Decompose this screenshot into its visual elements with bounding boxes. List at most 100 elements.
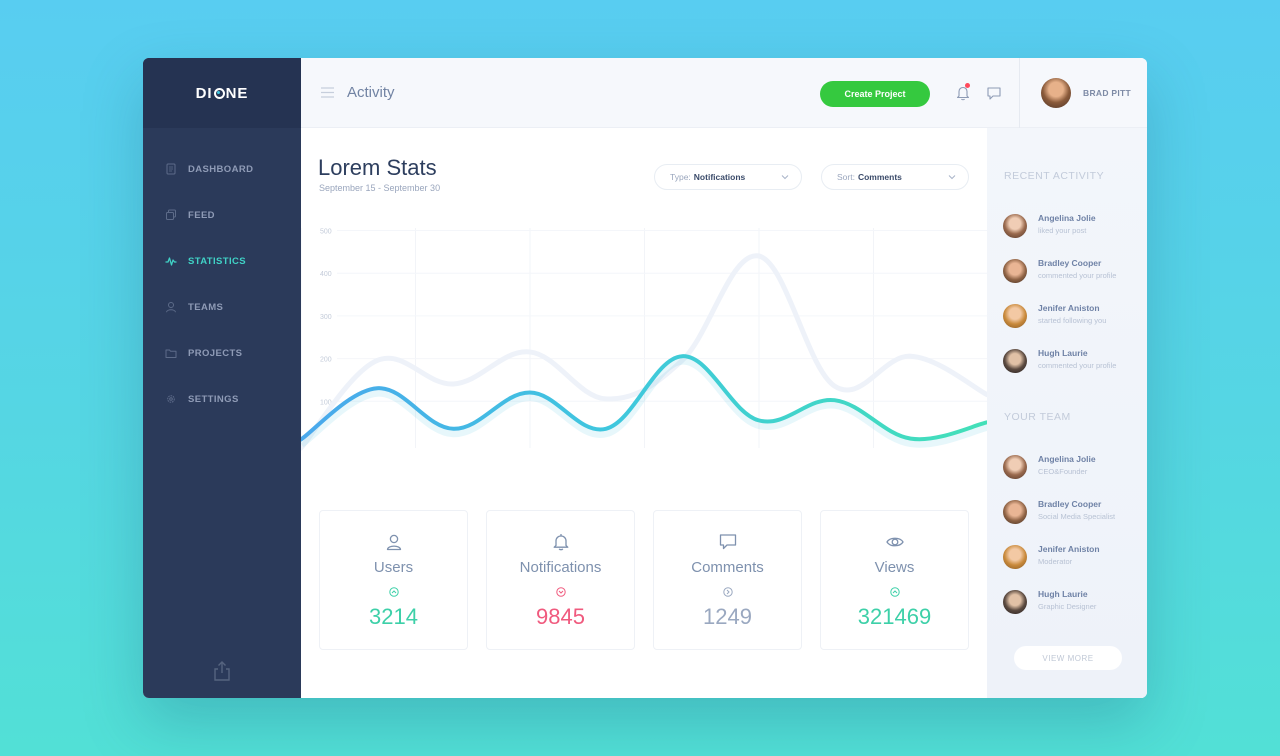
type-filter-label: Type: <box>670 172 691 182</box>
sort-filter-value: Comments <box>857 172 902 182</box>
type-filter-dropdown[interactable]: Type: Notifications <box>654 164 802 190</box>
member-role: Moderator <box>1038 557 1073 566</box>
series-line-main <box>299 354 989 442</box>
copy-icon <box>165 209 177 221</box>
stats-title: Lorem Stats <box>318 155 437 180</box>
avatar <box>1003 214 1027 238</box>
activity-item[interactable]: Angelina Jolie liked your post <box>1003 211 1143 241</box>
right-panel: RECENT ACTIVITY Angelina Jolie liked you… <box>987 128 1147 698</box>
activity-item[interactable]: Bradley Cooper commented your profile <box>1003 256 1143 286</box>
brand-logo[interactable]: DI NE <box>143 58 301 128</box>
bell-icon[interactable] <box>956 85 970 101</box>
team-member[interactable]: Bradley Cooper Social Media Specialist <box>1003 497 1143 527</box>
create-project-button[interactable]: Create Project <box>820 81 930 107</box>
member-name: Bradley Cooper <box>1038 499 1102 509</box>
series-line-background <box>298 253 990 451</box>
member-role: Social Media Specialist <box>1038 512 1116 521</box>
trend-up-icon <box>890 587 900 597</box>
stat-card-notifications[interactable]: Notifications 9845 <box>486 510 635 650</box>
activity-name: Jenifer Aniston <box>1038 303 1100 313</box>
activity-desc: started following you <box>1038 316 1107 325</box>
stat-card-users[interactable]: Users 3214 <box>319 510 468 650</box>
activity-desc: liked your post <box>1038 226 1087 235</box>
sort-filter-dropdown[interactable]: Sort: Comments <box>821 164 969 190</box>
avatar <box>1003 545 1027 569</box>
sidebar-item-feed[interactable]: FEED <box>143 192 301 238</box>
stat-value: 321469 <box>857 604 932 629</box>
avatar <box>1003 349 1027 373</box>
activity-item[interactable]: Jenifer Aniston started following you <box>1003 301 1143 331</box>
page-title: Activity <box>347 84 395 101</box>
stat-value: 3214 <box>369 604 418 629</box>
top-header: Activity Create Project BRAD PITT <box>301 58 1147 128</box>
member-role: CEO&Founder <box>1038 467 1088 476</box>
trend-up-icon <box>389 587 399 597</box>
activity-desc: commented your profile <box>1038 271 1117 280</box>
sort-filter-label: Sort: <box>837 172 855 182</box>
stat-label: Users <box>373 559 414 576</box>
sidebar-item-label: PROJECTS <box>188 347 243 359</box>
activity-name: Angelina Jolie <box>1038 213 1096 223</box>
avatar[interactable] <box>1041 78 1071 108</box>
stat-value: 1249 <box>703 604 752 629</box>
notification-dot <box>965 83 970 88</box>
comment-icon <box>719 534 737 550</box>
eye-icon <box>886 537 904 547</box>
team-member[interactable]: Angelina Jolie CEO&Founder <box>1003 452 1143 482</box>
stat-label: Notifications <box>519 559 602 576</box>
sidebar-item-teams[interactable]: TEAMS <box>143 284 301 330</box>
avatar <box>1003 455 1027 479</box>
activity-name: Bradley Cooper <box>1038 258 1102 268</box>
sidebar-item-statistics[interactable]: STATISTICS <box>143 238 301 284</box>
member-name: Angelina Jolie <box>1038 454 1096 464</box>
header-divider <box>1019 58 1020 128</box>
stats-chart: 500 400 300 200 100 <box>298 218 990 478</box>
series-line-shadow <box>298 355 989 448</box>
stat-card-views[interactable]: Views 321469 <box>820 510 969 650</box>
user-name[interactable]: BRAD PITT <box>1083 88 1132 98</box>
gear-icon <box>165 393 177 405</box>
sidebar-nav: DASHBOARD FEED STATISTICS TEAMS <box>143 146 301 422</box>
main-content: Lorem Stats September 15 - September 30 … <box>298 128 990 698</box>
y-tick-label: 100 <box>320 399 332 406</box>
y-tick-label: 500 <box>320 229 332 236</box>
date-range: September 15 - September 30 <box>319 183 441 193</box>
your-team-title: YOUR TEAM <box>1004 411 1071 423</box>
stat-value: 9845 <box>536 604 585 629</box>
sidebar-item-settings[interactable]: SETTINGS <box>143 376 301 422</box>
chevron-down-icon <box>948 175 956 180</box>
team-member[interactable]: Jenifer Aniston Moderator <box>1003 542 1143 572</box>
hamburger-menu-icon[interactable] <box>321 87 334 98</box>
document-icon <box>165 163 177 175</box>
activity-name: Hugh Laurie <box>1038 348 1088 358</box>
trend-down-icon <box>556 587 566 597</box>
sidebar-item-label: DASHBOARD <box>188 163 254 175</box>
avatar <box>1003 259 1027 283</box>
user-icon <box>165 301 177 313</box>
y-tick-label: 200 <box>320 357 332 364</box>
line-chart: 500 400 300 200 100 <box>298 228 990 451</box>
avatar <box>1003 590 1027 614</box>
stat-card-comments[interactable]: Comments 1249 <box>653 510 802 650</box>
share-icon[interactable] <box>212 660 232 682</box>
sidebar-item-dashboard[interactable]: DASHBOARD <box>143 146 301 192</box>
sidebar: DI NE DASHBOARD FEED STATISTICS <box>143 58 301 698</box>
view-more-button[interactable]: VIEW MORE <box>1014 646 1122 670</box>
sidebar-item-label: TEAMS <box>188 301 224 313</box>
sidebar-item-label: STATISTICS <box>188 255 247 267</box>
y-tick-label: 300 <box>320 314 332 321</box>
chat-icon[interactable] <box>987 87 1001 100</box>
sidebar-item-projects[interactable]: PROJECTS <box>143 330 301 376</box>
activity-item[interactable]: Hugh Laurie commented your profile <box>1003 346 1143 376</box>
stat-label: Comments <box>691 559 764 576</box>
chevron-down-icon <box>781 175 789 180</box>
activity-icon <box>165 255 177 267</box>
member-name: Jenifer Aniston <box>1038 544 1100 554</box>
team-member[interactable]: Hugh Laurie Graphic Designer <box>1003 587 1143 617</box>
member-role: Graphic Designer <box>1038 602 1097 611</box>
sidebar-item-label: SETTINGS <box>188 393 239 405</box>
avatar <box>1003 304 1027 328</box>
trend-neutral-icon <box>723 587 733 597</box>
y-tick-label: 400 <box>320 271 332 278</box>
type-filter-value: Notifications <box>693 172 746 182</box>
